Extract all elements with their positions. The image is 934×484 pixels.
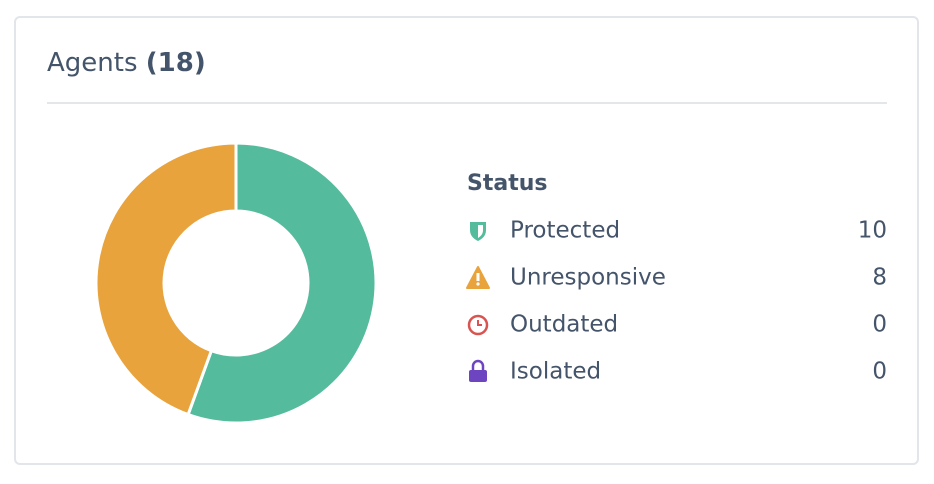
legend-title: Status bbox=[467, 171, 547, 196]
donut-segment bbox=[186, 141, 378, 425]
legend-label: Outdated bbox=[510, 312, 618, 338]
clock-hands bbox=[477, 320, 482, 326]
legend-label: Isolated bbox=[510, 359, 601, 385]
legend-value: 0 bbox=[872, 312, 887, 338]
shield-detail bbox=[478, 225, 483, 238]
legend-row: Outdated 0 bbox=[467, 312, 887, 338]
legend-row: Isolated 0 bbox=[469, 359, 887, 385]
donut-segment bbox=[94, 141, 238, 417]
title-text: Agents bbox=[47, 48, 138, 78]
warning-dot bbox=[476, 282, 480, 286]
lock-shackle bbox=[471, 359, 485, 370]
legend-row: Protected 10 bbox=[470, 218, 887, 244]
legend-label: Unresponsive bbox=[510, 265, 666, 291]
legend-value: 8 bbox=[872, 265, 887, 291]
warning-mark bbox=[476, 273, 480, 281]
lock-body bbox=[469, 370, 487, 382]
legend-value: 10 bbox=[858, 218, 887, 244]
donut bbox=[94, 141, 378, 425]
card bbox=[14, 16, 919, 465]
title-count: (18) bbox=[146, 48, 206, 78]
legend-value: 0 bbox=[872, 359, 887, 385]
legend-label: Protected bbox=[510, 218, 620, 244]
card-title: Agents (18) bbox=[47, 48, 206, 78]
legend-row: Unresponsive 8 bbox=[466, 265, 887, 291]
clock-icon bbox=[467, 314, 489, 336]
